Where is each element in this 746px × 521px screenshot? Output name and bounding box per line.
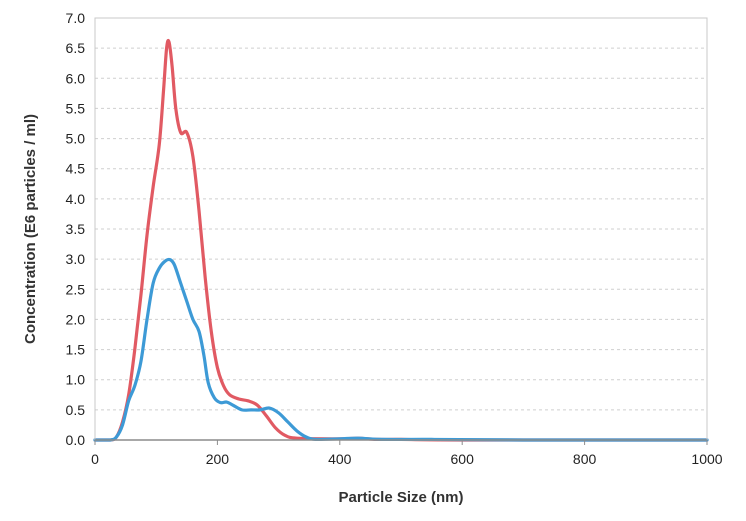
y-tick-label: 1.0: [66, 372, 86, 388]
x-tick-label: 200: [206, 451, 230, 467]
x-tick-label: 0: [91, 451, 99, 467]
y-tick-label: 2.5: [66, 281, 86, 297]
y-tick-label: 3.0: [66, 251, 86, 267]
x-axis-title: Particle Size (nm): [338, 489, 463, 506]
x-tick-label: 600: [451, 451, 475, 467]
y-tick-label: 5.0: [66, 131, 86, 147]
x-tick-label: 400: [328, 451, 352, 467]
y-tick-label: 3.5: [66, 221, 86, 237]
y-tick-label: 4.0: [66, 191, 86, 207]
x-axis-ticks: 0 200 400 600 800 1000: [91, 440, 723, 467]
y-axis-ticks: 0.0 0.5 1.0 1.5 2.0 2.5 3.0 3.5 4.0 4.5 5.0 5.5 6.0 6…: [66, 10, 86, 448]
y-tick-label: 7.0: [66, 10, 86, 26]
x-tick-label: 800: [573, 451, 597, 467]
y-tick-label: 2.0: [66, 311, 86, 327]
x-tick-label: 1000: [691, 451, 722, 467]
y-tick-label: 1.5: [66, 342, 86, 358]
y-tick-label: 6.0: [66, 70, 86, 86]
y-tick-label: 5.5: [66, 100, 86, 116]
y-tick-label: 0.5: [66, 402, 86, 418]
y-tick-label: 4.5: [66, 161, 86, 177]
y-axis-title: Concentration (E6 particles / ml): [22, 114, 39, 344]
y-tick-label: 0.0: [66, 432, 86, 448]
y-tick-label: 6.5: [66, 40, 86, 56]
